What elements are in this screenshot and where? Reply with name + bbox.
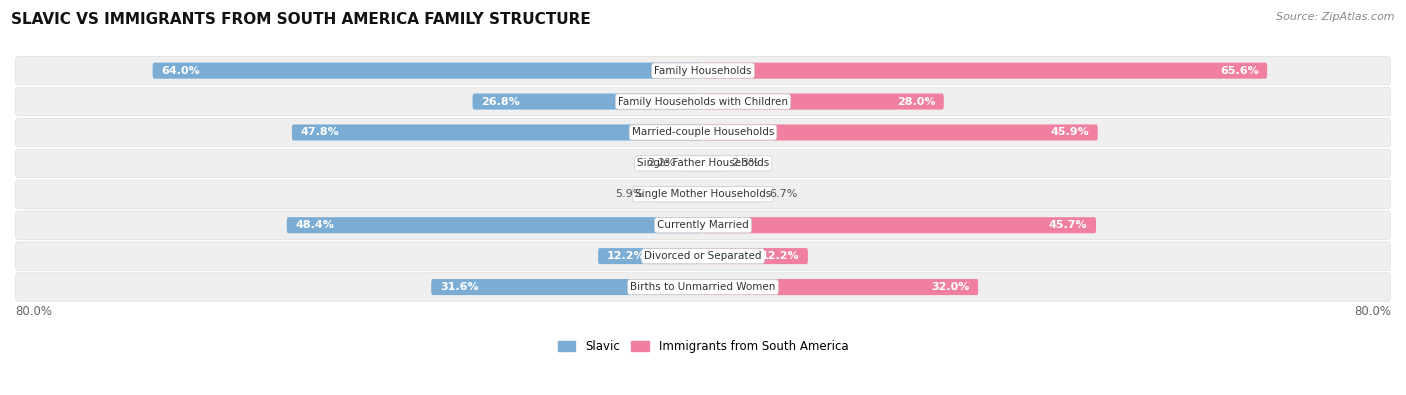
FancyBboxPatch shape <box>15 118 1391 147</box>
FancyBboxPatch shape <box>15 149 1391 178</box>
Legend: Slavic, Immigrants from South America: Slavic, Immigrants from South America <box>553 335 853 358</box>
FancyBboxPatch shape <box>15 87 1391 116</box>
Text: Births to Unmarried Women: Births to Unmarried Women <box>630 282 776 292</box>
FancyBboxPatch shape <box>472 94 703 109</box>
Text: Family Households with Children: Family Households with Children <box>619 96 787 107</box>
Text: Single Father Households: Single Father Households <box>637 158 769 168</box>
Text: 28.0%: 28.0% <box>897 96 935 107</box>
Text: Family Households: Family Households <box>654 66 752 76</box>
FancyBboxPatch shape <box>703 94 943 109</box>
Text: 26.8%: 26.8% <box>481 96 520 107</box>
Text: 45.7%: 45.7% <box>1049 220 1087 230</box>
FancyBboxPatch shape <box>432 279 703 295</box>
FancyBboxPatch shape <box>652 186 703 202</box>
FancyBboxPatch shape <box>703 155 723 171</box>
FancyBboxPatch shape <box>703 248 808 264</box>
Text: Source: ZipAtlas.com: Source: ZipAtlas.com <box>1277 12 1395 22</box>
FancyBboxPatch shape <box>15 56 1391 85</box>
Text: 45.9%: 45.9% <box>1050 128 1090 137</box>
Text: Divorced or Separated: Divorced or Separated <box>644 251 762 261</box>
Text: 2.2%: 2.2% <box>647 158 675 168</box>
Text: Currently Married: Currently Married <box>657 220 749 230</box>
FancyBboxPatch shape <box>15 211 1391 239</box>
Text: SLAVIC VS IMMIGRANTS FROM SOUTH AMERICA FAMILY STRUCTURE: SLAVIC VS IMMIGRANTS FROM SOUTH AMERICA … <box>11 12 591 27</box>
FancyBboxPatch shape <box>15 273 1391 301</box>
Text: 80.0%: 80.0% <box>1354 305 1391 318</box>
FancyBboxPatch shape <box>153 62 703 79</box>
FancyBboxPatch shape <box>703 279 979 295</box>
FancyBboxPatch shape <box>292 124 703 141</box>
FancyBboxPatch shape <box>703 217 1097 233</box>
Text: Single Mother Households: Single Mother Households <box>636 189 770 199</box>
Text: 12.2%: 12.2% <box>606 251 645 261</box>
FancyBboxPatch shape <box>703 62 1267 79</box>
Text: 48.4%: 48.4% <box>295 220 335 230</box>
Text: 2.3%: 2.3% <box>731 158 759 168</box>
FancyBboxPatch shape <box>703 186 761 202</box>
Text: 80.0%: 80.0% <box>15 305 52 318</box>
FancyBboxPatch shape <box>598 248 703 264</box>
Text: 6.7%: 6.7% <box>769 189 797 199</box>
Text: 65.6%: 65.6% <box>1220 66 1258 76</box>
Text: 64.0%: 64.0% <box>162 66 200 76</box>
Text: 31.6%: 31.6% <box>440 282 478 292</box>
FancyBboxPatch shape <box>15 242 1391 270</box>
FancyBboxPatch shape <box>287 217 703 233</box>
Text: Married-couple Households: Married-couple Households <box>631 128 775 137</box>
Text: 32.0%: 32.0% <box>931 282 970 292</box>
Text: 12.2%: 12.2% <box>761 251 800 261</box>
FancyBboxPatch shape <box>15 180 1391 209</box>
Text: 5.9%: 5.9% <box>616 189 644 199</box>
FancyBboxPatch shape <box>685 155 703 171</box>
FancyBboxPatch shape <box>703 124 1098 141</box>
Text: 47.8%: 47.8% <box>301 128 339 137</box>
